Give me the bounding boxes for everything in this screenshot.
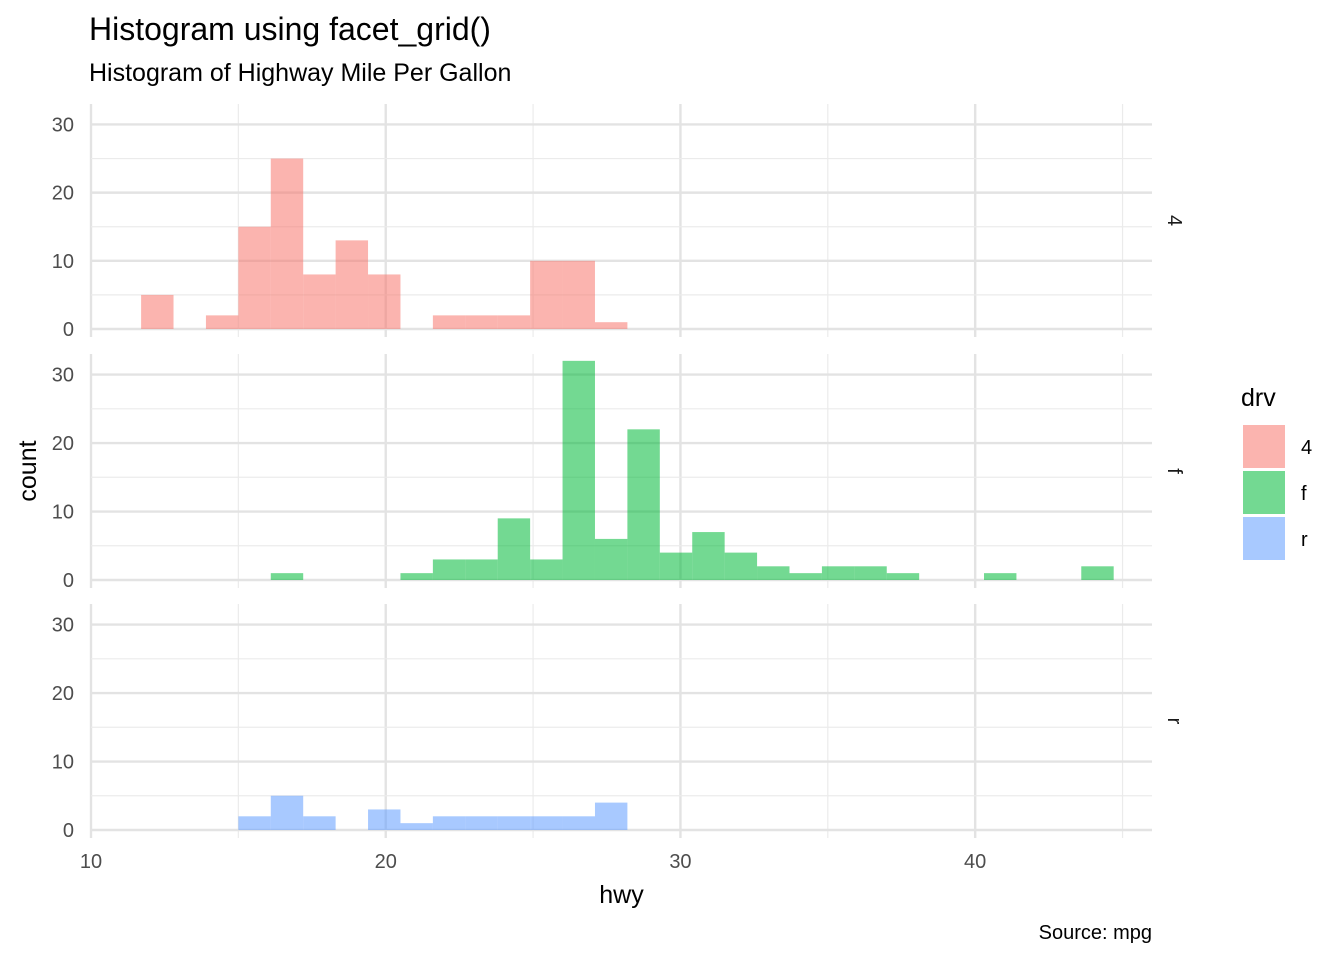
- y-tick-label: 20: [52, 433, 74, 455]
- y-tick-label: 20: [52, 183, 74, 205]
- histogram-bar: [465, 315, 498, 329]
- facet-strip-label: f: [1163, 468, 1185, 474]
- histogram-bar: [530, 260, 563, 329]
- histogram-bar: [400, 823, 433, 830]
- y-tick-label: 30: [52, 615, 74, 637]
- y-tick-label: 0: [63, 820, 74, 842]
- histogram-bar: [400, 573, 433, 580]
- histogram-bar: [205, 315, 239, 329]
- y-tick-label: 0: [63, 319, 74, 341]
- legend-key: [1243, 517, 1285, 560]
- legend-key: [1243, 425, 1285, 468]
- histogram-bar: [238, 816, 271, 830]
- y-tick-label: 0: [63, 570, 74, 592]
- histogram-bar: [594, 322, 628, 329]
- histogram-bar: [270, 158, 304, 329]
- histogram-bar: [562, 360, 595, 580]
- histogram-bar: [789, 573, 822, 580]
- histogram-bar: [692, 532, 725, 580]
- y-tick-label: 30: [52, 365, 74, 387]
- chart-subtitle: Histogram of Highway Mile Per Gallon: [89, 59, 512, 87]
- x-tick-label: 40: [964, 851, 986, 873]
- histogram-bar: [303, 274, 336, 329]
- histogram-bar: [270, 795, 304, 830]
- histogram-bar: [303, 816, 336, 830]
- histogram-bar: [659, 552, 693, 580]
- histogram-bar: [530, 559, 563, 580]
- y-tick-label: 10: [52, 752, 74, 774]
- legend-key: [1243, 471, 1285, 514]
- histogram-bar: [594, 802, 628, 830]
- histogram-bar: [821, 566, 855, 580]
- histogram-bar: [497, 518, 531, 580]
- histogram-bar: [497, 315, 531, 329]
- legend-label: 4: [1301, 437, 1312, 459]
- y-tick-label: 30: [52, 114, 74, 136]
- facet-strip-label: 4: [1163, 215, 1185, 226]
- histogram-bar: [335, 240, 369, 329]
- histogram-bar: [854, 566, 887, 580]
- x-axis-title: hwy: [599, 881, 644, 909]
- histogram-bar: [562, 260, 595, 329]
- legend-label: f: [1301, 483, 1307, 505]
- histogram-bar: [432, 315, 466, 329]
- histogram-bar: [465, 559, 498, 580]
- histogram-bar: [368, 809, 401, 830]
- histogram-bar: [497, 816, 531, 830]
- x-tick-label: 30: [669, 851, 691, 873]
- legend-label: r: [1301, 529, 1308, 551]
- chart-title: Histogram using facet_grid(): [89, 11, 491, 47]
- y-tick-label: 10: [52, 502, 74, 524]
- legend-title: drv: [1241, 384, 1276, 412]
- histogram-bar: [562, 816, 595, 830]
- histogram-bar: [432, 816, 466, 830]
- histogram-bar: [984, 573, 1017, 580]
- histogram-bar: [627, 429, 660, 580]
- y-tick-label: 10: [52, 251, 74, 273]
- chart-caption: Source: mpg: [1038, 922, 1152, 944]
- facet-strip-label: r: [1163, 718, 1185, 725]
- histogram-bar: [724, 552, 758, 580]
- histogram-bar: [886, 573, 920, 580]
- histogram-bar: [238, 226, 271, 329]
- histogram-bar: [270, 573, 304, 580]
- y-tick-label: 20: [52, 683, 74, 705]
- histogram-bar: [594, 538, 628, 580]
- histogram-bar: [1081, 566, 1114, 580]
- histogram-bar: [432, 559, 466, 580]
- histogram-bar: [368, 274, 401, 329]
- x-tick-label: 10: [80, 851, 102, 873]
- histogram-bar: [141, 294, 174, 329]
- y-axis-title: count: [14, 440, 42, 501]
- histogram-bar: [757, 566, 790, 580]
- x-tick-label: 20: [375, 851, 397, 873]
- histogram-bar: [465, 816, 498, 830]
- histogram-bar: [530, 816, 563, 830]
